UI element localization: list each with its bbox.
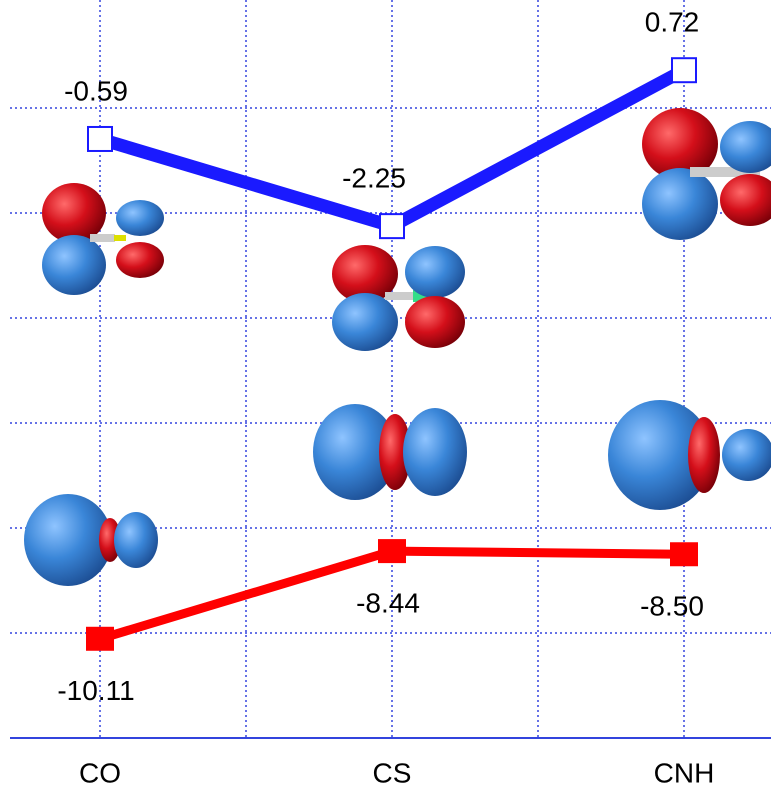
data-label: 0.72	[645, 7, 700, 38]
chart: CO CS CNH -0.59 -2.25 0.72 -10.11 -8.44 -8.50	[0, 0, 771, 789]
data-label: -0.59	[64, 75, 128, 106]
data-label: -8.44	[356, 587, 420, 618]
marker	[672, 58, 696, 82]
x-tick-label: CNH	[654, 757, 715, 788]
orbital	[608, 400, 771, 510]
orbital	[642, 108, 771, 240]
data-label: -10.11	[57, 675, 134, 706]
x-tick-label: CS	[373, 757, 412, 788]
orbital	[42, 183, 164, 295]
orbital	[24, 494, 158, 586]
marker	[378, 539, 406, 563]
data-label: -8.50	[640, 591, 704, 622]
marker	[380, 214, 404, 238]
data-label: -2.25	[342, 163, 406, 194]
marker	[86, 627, 114, 651]
page: COCSCNH-0.59-2.250.72-10.11-8.44-8.50 ((…	[0, 0, 771, 789]
x-tick-label: CO	[79, 757, 121, 788]
marker	[670, 542, 698, 566]
series-line	[100, 70, 684, 226]
marker	[88, 127, 112, 151]
orbital	[332, 245, 465, 351]
orbital	[313, 404, 467, 500]
